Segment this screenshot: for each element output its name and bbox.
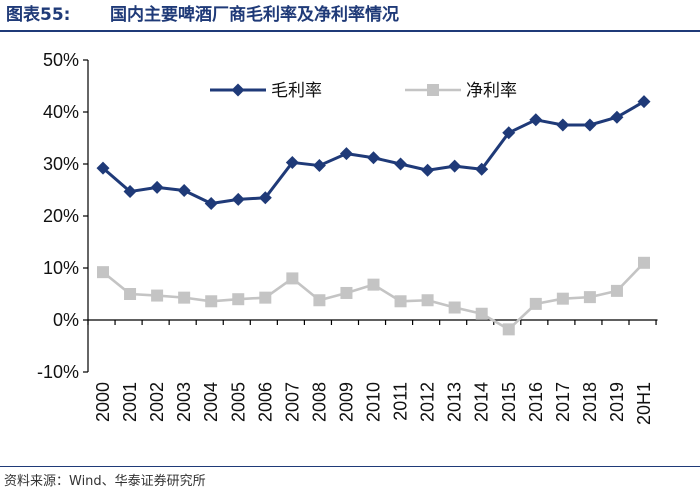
source-rule [0, 466, 700, 467]
data-point [177, 184, 191, 198]
data-point [285, 155, 299, 169]
data-point [367, 278, 380, 291]
x-axis: 2000 2001 2002 2003 2004 2005 2006 2007 2008 2009… [87, 319, 658, 425]
data-point [475, 162, 489, 176]
data-point [529, 297, 542, 310]
data-point [394, 295, 407, 308]
legend: 毛利率 净利率 [210, 81, 517, 101]
y-tick-label: 50% [43, 50, 79, 70]
data-point [421, 294, 434, 307]
series-net-margin [97, 256, 650, 336]
data-point [610, 284, 623, 297]
x-tick-label: 2001 [120, 382, 140, 422]
legend-label: 净利率 [466, 81, 517, 101]
data-point [96, 161, 110, 175]
data-point [313, 294, 326, 307]
y-tick-label: 20% [43, 206, 79, 226]
x-tick-label: 2005 [228, 382, 248, 422]
data-point [340, 286, 353, 299]
source-note: 资料来源：Wind、华泰证券研究所 [4, 474, 206, 489]
x-tick-label: 2009 [336, 382, 356, 422]
data-point [502, 323, 515, 336]
x-tick-label: 2016 [526, 382, 546, 422]
y-tick-label: -10% [37, 362, 79, 382]
data-point [286, 272, 299, 285]
data-point [312, 159, 326, 173]
data-point [124, 288, 137, 300]
x-tick-label: 2007 [282, 382, 302, 422]
data-point [150, 180, 164, 194]
y-tick-label: 10% [43, 258, 79, 278]
legend-marker [231, 83, 245, 97]
data-point [610, 110, 624, 124]
figure-title: 图表55: 国内主要啤酒厂商毛利率及净利率情况 [6, 2, 694, 28]
y-tick-label: 40% [43, 102, 79, 122]
data-point [475, 307, 488, 320]
x-tick-label: 2014 [472, 382, 492, 422]
data-point [258, 191, 272, 205]
series-layer [96, 95, 651, 336]
x-tick-label: 20H1 [634, 382, 654, 425]
data-point [583, 118, 597, 132]
data-point [583, 291, 596, 304]
x-tick-label: 2013 [445, 382, 465, 422]
data-point [204, 197, 218, 211]
title-rule [0, 30, 700, 32]
x-tick-label: 2015 [499, 382, 519, 422]
data-point [394, 157, 408, 171]
data-point [421, 163, 435, 177]
y-axis: -10% 0% 10% 20% 30% 40% 50% [37, 50, 89, 382]
data-point [231, 192, 245, 206]
data-point [205, 295, 218, 308]
x-tick-label: 2000 [93, 382, 113, 422]
data-point [123, 185, 137, 199]
data-point [448, 301, 461, 314]
legend-item-gross-margin: 毛利率 [210, 81, 322, 101]
x-tick-label: 2011 [391, 382, 411, 421]
data-point [367, 151, 380, 165]
x-tick-label: 2017 [553, 382, 573, 422]
legend-item-net-margin: 净利率 [405, 81, 517, 101]
x-tick-label: 2010 [364, 382, 384, 422]
data-point [529, 113, 543, 127]
x-tick-label: 2018 [580, 382, 600, 422]
legend-marker [427, 84, 439, 96]
data-point [502, 126, 516, 140]
data-point [97, 266, 109, 279]
x-tick-label: 2003 [174, 382, 194, 422]
x-tick-label: 2008 [309, 382, 329, 422]
data-point [638, 256, 650, 269]
x-tick-label: 2019 [607, 382, 627, 422]
data-point [448, 159, 462, 173]
data-point [339, 147, 353, 161]
y-tick-label: 30% [43, 154, 79, 174]
figure-number: 图表55: [6, 5, 71, 25]
y-tick-label: 0% [53, 310, 79, 330]
data-point [151, 289, 164, 302]
line-chart: -10%0%10%20%30%40%50% 2000 2001 2002 2003 20… [37, 50, 658, 425]
data-point [556, 118, 570, 132]
data-point [259, 291, 272, 304]
x-tick-label: 2004 [201, 382, 221, 422]
figure-caption: 国内主要啤酒厂商毛利率及净利率情况 [110, 5, 399, 25]
legend-label: 毛利率 [271, 81, 322, 101]
data-point [178, 291, 191, 304]
data-point [232, 293, 245, 306]
series-gross-margin [96, 95, 651, 211]
data-point [637, 95, 651, 109]
data-point [556, 292, 569, 305]
x-tick-label: 2002 [147, 382, 167, 422]
x-tick-label: 2012 [418, 382, 438, 422]
x-tick-label: 2006 [255, 382, 275, 422]
